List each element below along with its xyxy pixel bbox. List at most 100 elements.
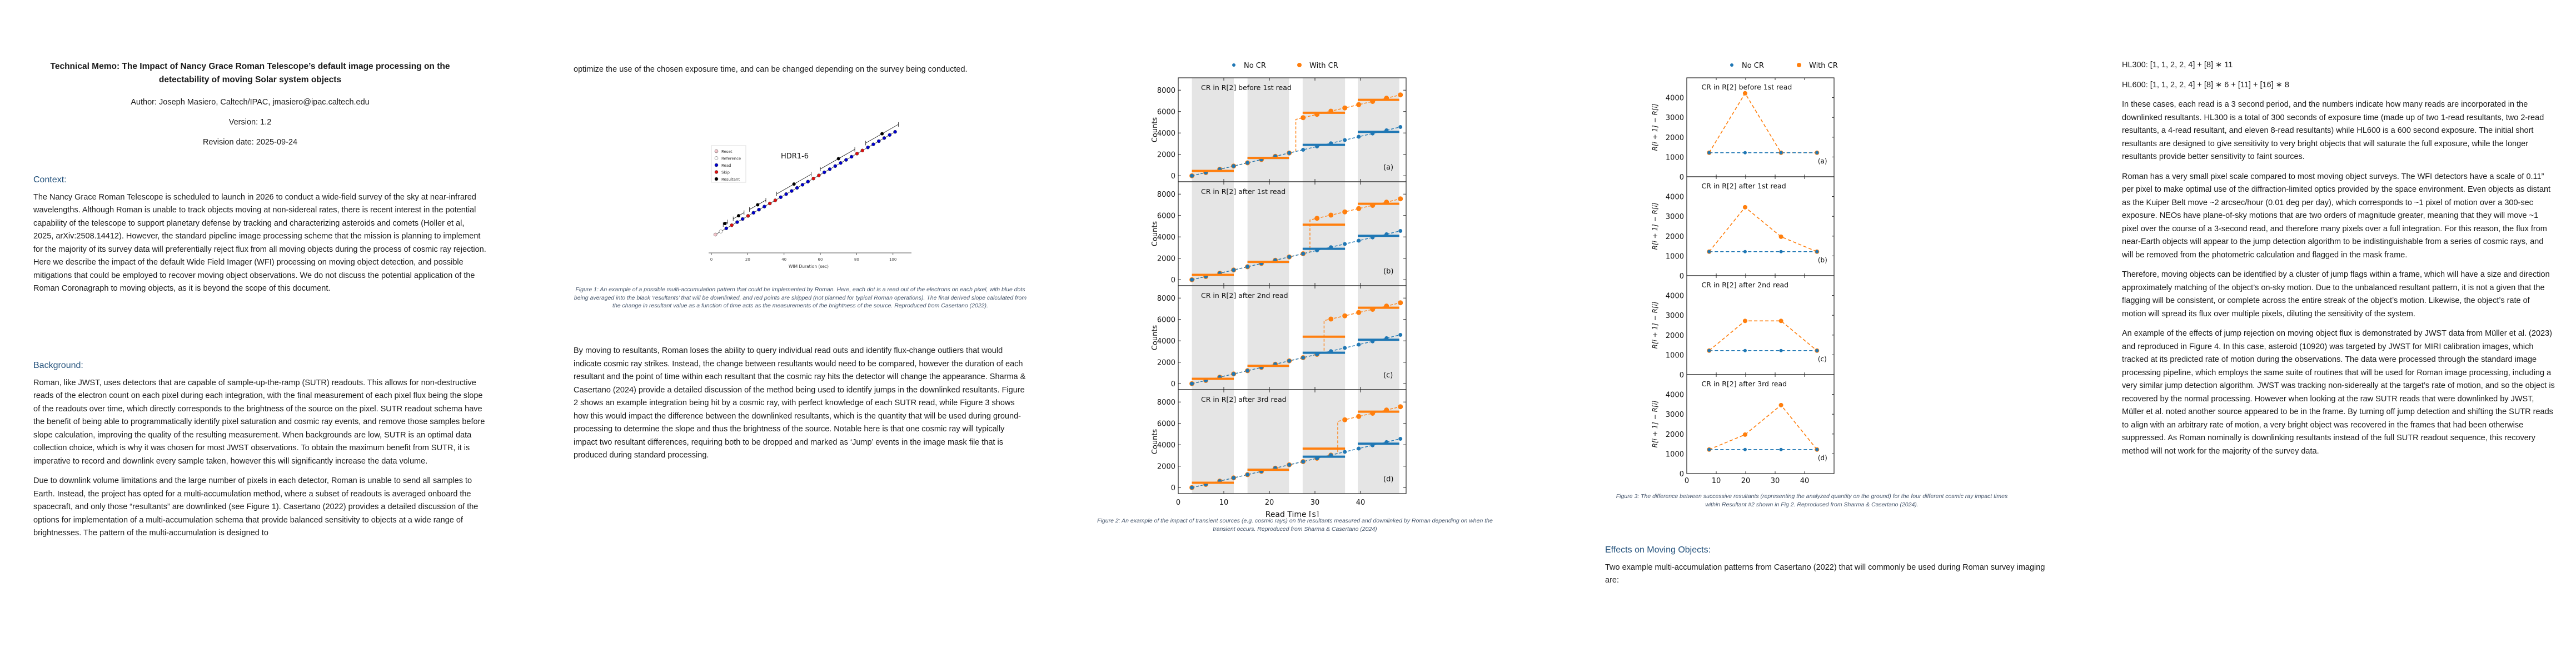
x-axis-label: WIM Duration (sec) bbox=[789, 264, 829, 269]
figure-2-panel: 0 2000 4000 6000 8000 Counts CR in R[2] before… bbox=[1151, 77, 1407, 182]
resultant-window-shade bbox=[1358, 182, 1399, 286]
background-paragraph: Roman, like JWST, uses detectors that ar… bbox=[33, 378, 485, 466]
no-cr-point bbox=[1232, 164, 1236, 168]
read-point-read bbox=[800, 183, 805, 187]
no-cr-point bbox=[1343, 242, 1347, 246]
legend-label: Resultant bbox=[721, 177, 740, 182]
read-point-skip bbox=[730, 223, 734, 227]
no-cr-point bbox=[1815, 151, 1819, 155]
figure-3-panel: 0 1000 2000 3000 4000 R[i + 1] − R[i] CR in R[… bbox=[1651, 374, 1835, 479]
legend-label-no-cr: No CR bbox=[1742, 62, 1764, 70]
no-cr-point bbox=[1190, 381, 1194, 386]
document-title: Technical Memo: The Impact of Nancy Grac… bbox=[50, 62, 450, 84]
no-cr-line bbox=[1192, 230, 1401, 280]
no-cr-point bbox=[1779, 349, 1783, 352]
y-tick-label: 6000 bbox=[1157, 108, 1175, 117]
no-cr-point bbox=[1743, 447, 1747, 451]
y-tick-label: 2000 bbox=[1157, 151, 1175, 160]
x-tick-label: 20 bbox=[745, 257, 750, 262]
y-tick-label: 4000 bbox=[1666, 193, 1684, 202]
y-tick-label: 8000 bbox=[1157, 87, 1175, 95]
no-cr-point bbox=[1357, 342, 1361, 347]
with-cr-point bbox=[1778, 318, 1783, 323]
read-point-read bbox=[779, 195, 783, 200]
y-tick-label: 0 bbox=[1680, 470, 1684, 479]
legend-marker bbox=[714, 177, 719, 181]
revision-date: Revision date: 2025-09-24 bbox=[202, 138, 298, 147]
read-point-read bbox=[866, 145, 870, 150]
y-tick-label: 4000 bbox=[1157, 441, 1175, 450]
figure-1-chart: 0 20 40 60 80 100 WIM Duration (sec) HDR1-6 Rese… bbox=[709, 122, 911, 269]
context-heading: Context: bbox=[33, 175, 67, 185]
figure-3-panel: 0 1000 2000 3000 4000 R[i + 1] − R[i] CR in R[… bbox=[1651, 275, 1835, 380]
with-cr-point bbox=[1342, 209, 1348, 215]
no-cr-point bbox=[1190, 277, 1194, 282]
read-point-skip bbox=[811, 176, 815, 181]
effects-heading: Effects on Moving Objects: bbox=[1605, 545, 1711, 555]
y-tick-label: 3000 bbox=[1666, 213, 1684, 221]
page-2: optimize the use of the chosen exposure … bbox=[556, 0, 1143, 667]
y-tick-label: 8000 bbox=[1157, 399, 1175, 407]
read-point-read bbox=[839, 161, 843, 165]
x-tick-label: 0 bbox=[1685, 477, 1689, 485]
read-point-read bbox=[882, 136, 886, 140]
y-tick-label: 8000 bbox=[1157, 295, 1175, 303]
x-tick-label: 60 bbox=[818, 257, 823, 262]
read-point-skip bbox=[746, 214, 750, 218]
y-tick-label: 0 bbox=[1171, 380, 1175, 389]
resultant-window-shade bbox=[1192, 182, 1234, 286]
read-point-read bbox=[790, 189, 794, 193]
no-cr-point bbox=[1779, 250, 1783, 253]
resultant-window-shade bbox=[1302, 78, 1346, 182]
no-cr-point bbox=[1245, 472, 1250, 477]
y-tick-label: 2000 bbox=[1157, 463, 1175, 471]
no-cr-point bbox=[1343, 450, 1347, 454]
y-tick-label: 6000 bbox=[1157, 212, 1175, 221]
background-heading: Background: bbox=[33, 361, 83, 370]
figure-3-panel: 0 1000 2000 3000 4000 R[i + 1] − R[i] CR in R[… bbox=[1651, 77, 1835, 182]
figure-1-legend: Reset Reference Read Skip Resultant bbox=[711, 145, 746, 183]
effects-intro: Two example multi-accumulation patterns … bbox=[1605, 563, 2045, 585]
y-axis-label: Counts bbox=[1151, 325, 1159, 351]
with-cr-point bbox=[1398, 196, 1403, 202]
x-tick-label: 20 bbox=[1741, 477, 1751, 485]
no-cr-point bbox=[1245, 265, 1250, 269]
resultant-window-shade bbox=[1247, 78, 1289, 182]
no-cr-point bbox=[1232, 372, 1236, 376]
resultant-window-shade bbox=[1302, 182, 1346, 286]
panel-annotation: CR in R[2] before 1st read bbox=[1702, 83, 1792, 91]
effects-paragraph: Therefore, moving objects can be identif… bbox=[2122, 270, 2550, 318]
with-cr-point bbox=[1342, 105, 1348, 111]
effects-continued: HL300: [1, 1, 2, 2, 4] + [8] ∗ 11 HL600:… bbox=[2122, 59, 2555, 465]
resultant-point bbox=[792, 182, 796, 186]
y-tick-label: 6000 bbox=[1157, 316, 1175, 325]
read-point-read bbox=[828, 167, 832, 171]
read-point-skip bbox=[817, 173, 821, 177]
with-cr-line bbox=[1708, 206, 1817, 252]
legend-label-with-cr: With CR bbox=[1809, 62, 1838, 70]
x-tick-label: 30 bbox=[1311, 499, 1320, 507]
y-axis-label: R[i + 1] − R[i] bbox=[1651, 202, 1659, 250]
no-cr-point bbox=[1287, 462, 1292, 467]
with-cr-line bbox=[1708, 320, 1817, 351]
no-cr-point bbox=[1301, 355, 1306, 360]
resultant-point bbox=[756, 203, 760, 207]
read-point-skip bbox=[860, 148, 865, 153]
y-axis-label: Counts bbox=[1151, 221, 1159, 247]
resultant-point bbox=[880, 132, 884, 136]
no-cr-point bbox=[1398, 228, 1403, 233]
no-cr-point bbox=[1301, 251, 1306, 256]
no-cr-point bbox=[1398, 436, 1403, 441]
y-axis-label: R[i + 1] − R[i] bbox=[1651, 301, 1659, 349]
read-point-skip bbox=[768, 201, 772, 206]
read-point-read bbox=[806, 180, 810, 184]
read-point-read bbox=[735, 220, 739, 224]
legend-label-with-cr: With CR bbox=[1309, 62, 1338, 70]
panel-label: (b) bbox=[1818, 256, 1827, 264]
with-cr-point bbox=[1342, 313, 1348, 318]
panel-annotation: CR in R[2] after 1st read bbox=[1201, 187, 1285, 196]
background-section: Background: Roman, like JWST, uses detec… bbox=[33, 359, 486, 547]
read-point-read bbox=[763, 205, 766, 208]
panel-label: (c) bbox=[1818, 355, 1827, 363]
